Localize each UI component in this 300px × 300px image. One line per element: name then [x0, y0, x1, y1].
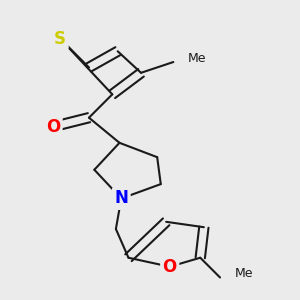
Text: O: O [163, 258, 177, 276]
Text: Me: Me [234, 267, 253, 280]
Text: Me: Me [188, 52, 206, 65]
Text: S: S [54, 30, 66, 48]
Text: N: N [114, 190, 128, 208]
Text: O: O [46, 118, 60, 136]
